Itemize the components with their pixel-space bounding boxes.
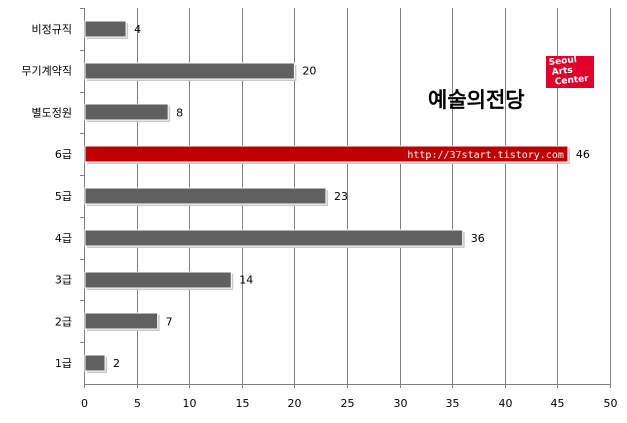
data-label: 46 <box>576 148 590 161</box>
x-tick-label: 30 <box>394 397 408 410</box>
data-label: 23 <box>334 190 348 203</box>
x-tick-label: 25 <box>341 397 355 410</box>
logo-badge-line-2: Arts <box>551 66 573 78</box>
logo-badge-line-1: Seoul <box>548 55 577 68</box>
x-tick-label: 40 <box>499 397 513 410</box>
labels: 0 5 10 15 20 25 30 35 40 45 50 비정규직 4 무기계약직 20 별도정원 8 6급 4… <box>21 23 617 410</box>
x-tick-label: 45 <box>551 397 565 410</box>
category-label: 무기계약직 <box>21 64 72 78</box>
data-label: 36 <box>471 232 485 245</box>
bar-1급 <box>84 354 106 372</box>
data-label: 20 <box>302 65 316 78</box>
bar-비정규직 <box>84 20 127 38</box>
data-label: 14 <box>239 274 253 287</box>
x-tick-label: 10 <box>183 397 197 410</box>
bar-별도정원 <box>84 103 169 121</box>
category-label: 비정규직 <box>32 23 72 36</box>
data-label: 8 <box>176 106 183 119</box>
logo-badge-lines: Seoul Arts Center <box>548 55 589 88</box>
bars <box>84 20 570 373</box>
logo-badge <box>546 56 594 88</box>
x-tick-label: 5 <box>134 397 141 410</box>
data-label: 2 <box>113 357 120 370</box>
bar-2급 <box>84 312 159 330</box>
bar-무기계약직 <box>84 62 295 80</box>
bar-3급 <box>84 271 232 289</box>
category-label: 2급 <box>55 315 72 328</box>
x-tick-label: 15 <box>236 397 250 410</box>
x-tick-label: 20 <box>288 397 302 410</box>
logo-name: 예술의전당 <box>428 88 525 112</box>
x-tick-label: 35 <box>446 397 460 410</box>
category-label: 3급 <box>55 274 72 287</box>
category-label: 6급 <box>55 148 72 161</box>
category-label: 1급 <box>55 357 72 370</box>
category-label: 5급 <box>55 190 72 203</box>
x-tick-label: 0 <box>81 397 88 410</box>
bar-5급 <box>84 187 327 205</box>
x-tick-label: 50 <box>604 397 618 410</box>
watermark-url: http://37start.tistory.com <box>407 150 564 161</box>
category-label: 4급 <box>55 232 72 245</box>
category-label: 별도정원 <box>32 106 72 119</box>
seoul-arts-center-logo: 예술의전당 Seoul Arts Center <box>428 55 594 112</box>
logo-badge-line-3: Center <box>554 74 589 88</box>
data-label: 7 <box>166 315 173 328</box>
data-label: 4 <box>134 23 141 36</box>
bar-6급 <box>84 145 569 163</box>
bar-4급 <box>84 229 464 247</box>
